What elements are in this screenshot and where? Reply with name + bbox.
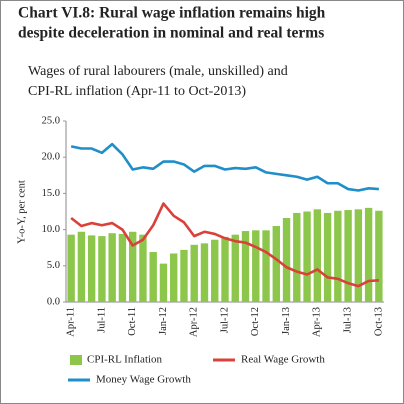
bar: [87, 235, 96, 302]
x-tick-label: Apr-11: [66, 307, 77, 337]
y-tick-label: 5.0: [47, 260, 60, 271]
bar: [108, 233, 116, 302]
bar: [98, 236, 106, 302]
bar: [364, 207, 373, 302]
bar: [293, 212, 301, 302]
bar: [272, 225, 280, 302]
bar: [118, 233, 127, 302]
bar: [221, 236, 229, 302]
x-tick-label: Jan-13: [281, 307, 292, 335]
bar: [282, 218, 291, 302]
x-tick-label: Jul-12: [219, 307, 230, 333]
bar: [67, 234, 75, 302]
bar: [334, 210, 342, 302]
x-tick-label: Oct-11: [127, 307, 138, 336]
x-tick-label: Jul-13: [343, 307, 354, 333]
x-tick-label: Apr-12: [189, 307, 200, 337]
legend-swatch: [70, 355, 82, 365]
bar: [190, 244, 198, 302]
y-axis-label: Y-o-Y, per cent: [16, 180, 27, 244]
bar: [180, 249, 188, 302]
x-tick-label: Oct-12: [250, 307, 261, 336]
y-tick-label: 10.0: [42, 224, 60, 235]
x-tick-label: Oct-13: [373, 307, 384, 336]
bar: [139, 234, 147, 302]
chart-title-line: despite deceleration in nominal and real…: [18, 25, 324, 42]
bar: [149, 252, 157, 302]
bar: [211, 239, 219, 302]
subtitle-line: CPI-RL inflation (Apr-11 to Oct-2013): [28, 84, 246, 99]
bar: [252, 230, 260, 302]
bar: [231, 234, 239, 302]
bar: [159, 263, 168, 302]
bar: [170, 253, 178, 302]
legend-label: CPI-RL Inflation: [87, 354, 163, 366]
bar: [303, 211, 311, 302]
bar: [262, 230, 270, 302]
subtitle-line: Wages of rural labourers (male, unskille…: [28, 64, 288, 79]
bar: [375, 210, 383, 302]
bar: [344, 210, 352, 302]
legend-label: Real Wage Growth: [241, 354, 325, 366]
chart-title-line: Chart VI.8: Rural wage inflation remains…: [18, 5, 326, 22]
y-tick-label: 20.0: [42, 152, 60, 163]
line: [70, 202, 379, 288]
x-tick-label: Apr-13: [312, 307, 323, 337]
y-tick-label: 0.0: [47, 296, 60, 307]
bar: [241, 231, 250, 302]
x-tick-label: Jul-11: [96, 307, 107, 333]
bar: [128, 231, 137, 302]
bar: [323, 212, 332, 302]
legend-label: Money Wage Growth: [96, 374, 191, 386]
y-tick-label: 15.0: [42, 188, 60, 199]
bar: [77, 231, 86, 302]
bar: [354, 209, 363, 302]
line: [70, 142, 379, 192]
bar: [200, 243, 209, 302]
y-tick-label: 25.0: [42, 115, 60, 126]
bar: [313, 209, 322, 302]
x-tick-label: Jan-12: [158, 307, 169, 335]
